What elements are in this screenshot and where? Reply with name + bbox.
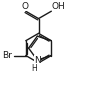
Text: O: O (21, 2, 28, 11)
Text: OH: OH (52, 2, 66, 11)
Text: N: N (34, 56, 41, 65)
Text: Br: Br (2, 51, 12, 60)
Text: H: H (32, 64, 37, 73)
